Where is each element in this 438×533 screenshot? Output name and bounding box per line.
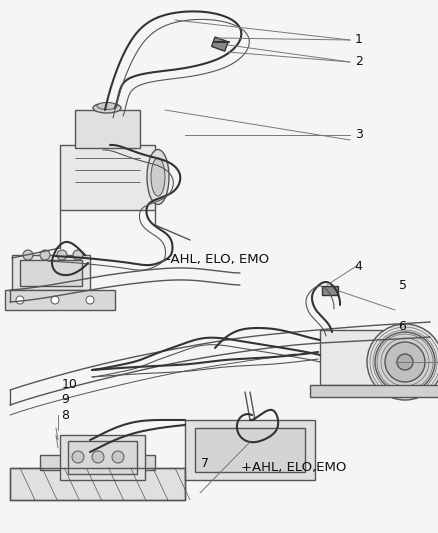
Ellipse shape xyxy=(151,158,165,196)
Polygon shape xyxy=(12,255,90,290)
Text: 10: 10 xyxy=(61,378,77,391)
Bar xyxy=(212,37,228,51)
Polygon shape xyxy=(320,330,395,385)
Circle shape xyxy=(57,250,67,260)
Circle shape xyxy=(51,296,59,304)
Circle shape xyxy=(375,332,435,392)
Circle shape xyxy=(367,324,438,400)
Text: 6: 6 xyxy=(399,320,406,333)
Circle shape xyxy=(16,296,24,304)
Text: 7: 7 xyxy=(201,457,209,470)
Ellipse shape xyxy=(97,102,117,109)
Polygon shape xyxy=(10,468,185,500)
Polygon shape xyxy=(185,420,315,480)
Polygon shape xyxy=(40,455,155,470)
Circle shape xyxy=(73,250,83,260)
Circle shape xyxy=(112,451,124,463)
Text: 2: 2 xyxy=(355,55,363,68)
Text: 1: 1 xyxy=(355,34,363,46)
Polygon shape xyxy=(60,145,155,210)
Ellipse shape xyxy=(93,103,121,113)
Text: 3: 3 xyxy=(355,128,363,141)
Polygon shape xyxy=(68,441,137,474)
Text: 9: 9 xyxy=(61,393,69,406)
Text: 8: 8 xyxy=(61,409,69,422)
Polygon shape xyxy=(20,260,82,286)
Text: -AHL, ELO, EMO: -AHL, ELO, EMO xyxy=(166,253,269,266)
Polygon shape xyxy=(60,435,145,480)
Circle shape xyxy=(86,296,94,304)
Text: 4: 4 xyxy=(355,260,363,273)
Circle shape xyxy=(397,354,413,370)
Circle shape xyxy=(23,250,33,260)
Polygon shape xyxy=(75,110,140,148)
Circle shape xyxy=(72,451,84,463)
Circle shape xyxy=(92,451,104,463)
Polygon shape xyxy=(310,385,438,397)
Polygon shape xyxy=(195,428,305,472)
Polygon shape xyxy=(5,290,115,310)
Ellipse shape xyxy=(147,149,169,205)
Circle shape xyxy=(40,250,50,260)
Circle shape xyxy=(385,342,425,382)
Bar xyxy=(322,286,338,295)
Text: 5: 5 xyxy=(399,279,406,292)
Text: +AHL, ELO,EMO: +AHL, ELO,EMO xyxy=(241,462,346,474)
